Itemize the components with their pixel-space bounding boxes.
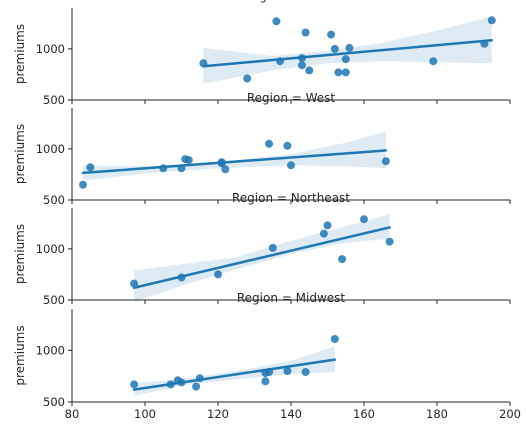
x-tick-label: 120: [207, 407, 229, 421]
data-point: [345, 43, 354, 52]
facet-title: Region = South: [244, 0, 338, 3]
y-tick-label: 1000: [36, 142, 65, 156]
regression-line: [132, 226, 391, 289]
data-point: [341, 68, 350, 77]
data-point: [287, 161, 295, 170]
data-point: [338, 255, 347, 264]
data-point: [272, 17, 281, 26]
x-tick-label: 180: [426, 407, 448, 421]
x-tick-label: 200: [499, 407, 521, 421]
y-tick-label: 1000: [36, 242, 65, 256]
data-point: [327, 30, 336, 39]
regression-line: [81, 149, 388, 175]
y-axis-label: premiums: [13, 24, 27, 84]
data-point: [301, 28, 310, 37]
data-point: [192, 382, 201, 391]
data-point: [381, 157, 390, 166]
data-point: [130, 279, 139, 288]
data-point: [487, 16, 496, 25]
data-point: [385, 237, 394, 246]
regression-line: [202, 38, 493, 68]
data-point: [360, 215, 368, 224]
data-point: [86, 163, 95, 172]
y-tick-label: 1000: [36, 42, 65, 56]
data-point: [283, 141, 292, 150]
y-axis-label: premiums: [13, 224, 27, 284]
data-point: [283, 367, 292, 375]
y-tick-label: 1000: [36, 343, 65, 357]
data-point: [243, 74, 252, 83]
regression-line: [132, 358, 337, 391]
facet-title: Region = West: [247, 91, 336, 105]
data-point: [298, 61, 306, 70]
y-axis-label: premiums: [13, 325, 27, 385]
data-point: [265, 139, 274, 148]
x-tick-label: 140: [280, 407, 302, 421]
data-point: [261, 377, 270, 386]
y-tick-label: 500: [43, 193, 65, 207]
data-point: [341, 55, 350, 64]
x-tick-label: 80: [65, 407, 80, 421]
y-tick-label: 500: [43, 293, 65, 307]
data-point: [221, 165, 230, 174]
y-tick-label: 500: [43, 395, 65, 409]
data-point: [301, 368, 310, 376]
data-point: [184, 156, 193, 165]
data-point: [330, 335, 339, 343]
facet-title: Region = Northeast: [232, 191, 350, 205]
x-tick-label: 160: [353, 407, 375, 421]
confidence-band: [83, 131, 386, 181]
y-axis-label: premiums: [13, 124, 27, 184]
data-point: [130, 380, 139, 389]
data-point: [214, 270, 222, 279]
data-point: [323, 221, 332, 230]
data-point: [79, 180, 87, 189]
data-point: [429, 57, 438, 66]
x-tick-label: 100: [134, 407, 156, 421]
data-point: [305, 66, 314, 75]
data-point: [319, 229, 328, 238]
facet-title: Region = Midwest: [237, 291, 346, 305]
data-point: [330, 44, 339, 53]
data-point: [268, 243, 277, 252]
data-point: [334, 68, 343, 77]
y-tick-label: 500: [43, 93, 65, 107]
